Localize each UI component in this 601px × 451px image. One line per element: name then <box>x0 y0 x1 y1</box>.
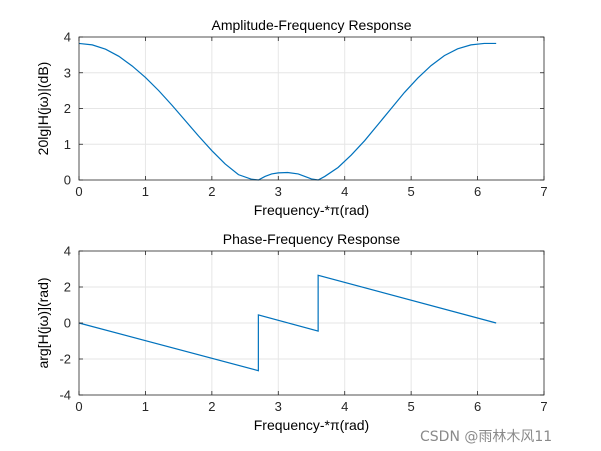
y-tick-label: 2 <box>64 280 71 295</box>
series-line <box>78 42 497 181</box>
watermark: CSDN @雨林木风11 <box>420 429 552 445</box>
x-tick-label: 6 <box>474 184 481 199</box>
y-tick-label: 2 <box>64 101 71 116</box>
x-tick-label: 4 <box>341 399 348 414</box>
x-tick-label: 7 <box>540 399 547 414</box>
x-tick-label: 0 <box>75 184 82 199</box>
y-tick-label: 0 <box>64 316 71 331</box>
x-tick-label: 7 <box>540 184 547 199</box>
y-tick-label: -4 <box>59 388 71 403</box>
x-tick-label: 2 <box>208 399 215 414</box>
y-tick-label: 3 <box>64 65 71 80</box>
y-tick-label: 0 <box>64 173 71 188</box>
x-axis-label: Frequency-*π(rad) <box>254 417 369 433</box>
x-tick-label: 0 <box>75 399 82 414</box>
y-tick-label: 4 <box>64 30 71 45</box>
x-tick-label: 3 <box>275 184 282 199</box>
chart-title: Phase-Frequency Response <box>223 231 401 247</box>
y-tick-label: 4 <box>64 244 71 259</box>
x-tick-label: 4 <box>341 184 348 199</box>
series-line <box>78 274 497 372</box>
x-tick-label: 2 <box>208 184 215 199</box>
chart-title: Amplitude-Frequency Response <box>212 17 412 33</box>
x-tick-label: 5 <box>408 399 415 414</box>
x-tick-label: 1 <box>142 184 149 199</box>
y-axis-label: arg[H(jω)](rad) <box>35 277 51 368</box>
y-tick-label: 1 <box>64 137 71 152</box>
x-axis-label: Frequency-*π(rad) <box>254 202 369 218</box>
x-tick-label: 3 <box>275 399 282 414</box>
x-tick-label: 6 <box>474 399 481 414</box>
x-tick-label: 5 <box>408 184 415 199</box>
y-tick-label: -2 <box>59 352 71 367</box>
x-tick-label: 1 <box>142 399 149 414</box>
amplitude-chart: 0 1 2 3 4 5 6 7 0 1 2 3 4 Amplitude-Frequency Respons… <box>35 17 548 218</box>
phase-chart: 0 1 2 3 4 5 6 7 -4 -2 0 2 4 Phase-Frequency Response F… <box>35 231 548 433</box>
y-axis-label: 20lg|H(jω)|(dB) <box>35 62 51 156</box>
